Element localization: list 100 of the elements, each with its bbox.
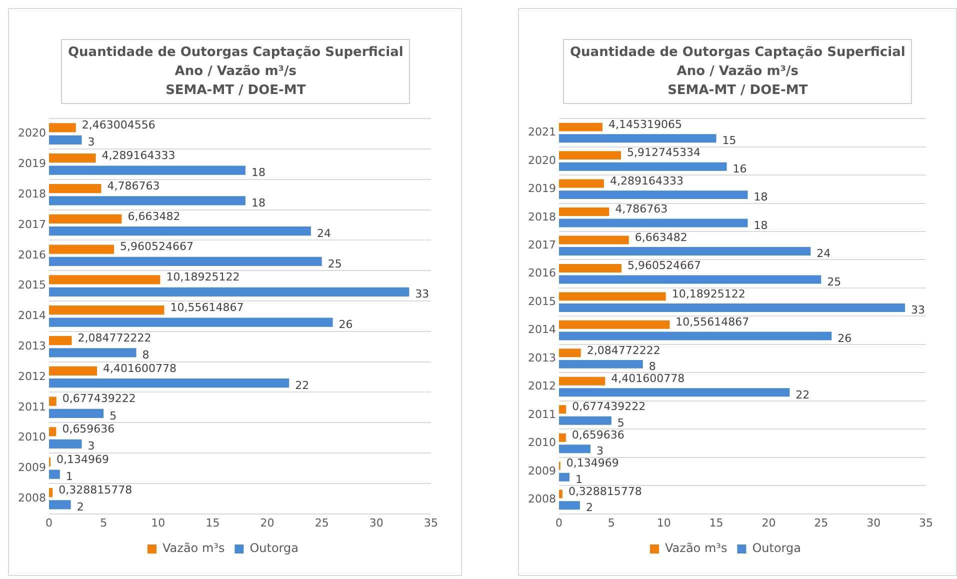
bar — [48, 488, 53, 498]
x-tick-label: 25 — [314, 516, 329, 530]
data-label: 24 — [316, 226, 331, 240]
data-label: 0,328815778 — [58, 483, 132, 496]
data-label: 15 — [722, 134, 736, 148]
y-tick-label: 2010 — [528, 436, 556, 450]
data-label: 10,55614867 — [170, 300, 244, 314]
legend-label: Vazão m³s — [162, 541, 225, 556]
x-tick-label: 35 — [919, 516, 933, 530]
data-label: 18 — [251, 166, 266, 180]
bar — [558, 444, 590, 454]
y-tick-label: 2012 — [18, 370, 46, 383]
legend-label: Outorga — [250, 541, 298, 556]
bar — [558, 179, 604, 188]
data-label: 4,145319065 — [608, 118, 682, 131]
data-label: 4,401600778 — [611, 372, 685, 385]
bar — [48, 244, 114, 254]
bar — [558, 416, 612, 425]
bar — [48, 184, 102, 194]
bar — [48, 348, 136, 358]
x-tick-label: 15 — [206, 516, 220, 530]
data-label: 0,134969 — [56, 452, 109, 466]
y-tick-label: 2009 — [528, 464, 556, 478]
bar — [48, 318, 333, 327]
x-tick-label: 30 — [369, 516, 384, 530]
bar — [48, 256, 322, 266]
data-label: 26 — [838, 332, 852, 345]
bar — [558, 490, 562, 498]
bar — [48, 306, 164, 315]
y-tick-label: 2020 — [528, 154, 556, 167]
bar — [48, 427, 56, 436]
legend-label: Vazão m³s — [665, 541, 728, 556]
data-label: 0,659636 — [62, 422, 115, 436]
x-tick-label: 0 — [45, 516, 52, 530]
y-tick-label: 2021 — [528, 126, 556, 139]
y-tick-label: 2018 — [18, 187, 46, 200]
x-tick-label: 5 — [100, 516, 108, 530]
bar — [558, 332, 832, 340]
x-tick-label: 35 — [424, 516, 438, 530]
data-label: 4,401600778 — [103, 362, 177, 375]
data-label: 5 — [617, 416, 624, 430]
data-label: 3 — [596, 444, 604, 458]
bar — [558, 472, 570, 482]
data-label: 18 — [754, 218, 768, 232]
bar — [48, 336, 72, 346]
data-label: 3 — [88, 136, 95, 149]
data-label: 25 — [328, 257, 342, 270]
y-tick-label: 2019 — [528, 182, 556, 196]
bar — [48, 123, 76, 132]
data-label: 6,663482 — [634, 230, 688, 244]
y-tick-label: 2016 — [528, 266, 556, 280]
bar — [48, 366, 98, 376]
bar — [558, 247, 811, 256]
data-label: 1 — [575, 472, 582, 486]
data-label: 0,677439222 — [62, 392, 136, 406]
bar — [48, 500, 71, 510]
x-tick-label: 15 — [709, 516, 724, 530]
data-label: 5,912745334 — [626, 146, 700, 160]
bar — [558, 320, 670, 329]
bar — [48, 275, 160, 284]
y-tick-label: 2009 — [18, 461, 46, 474]
data-label: 18 — [251, 196, 266, 210]
y-tick-label: 2017 — [18, 218, 46, 231]
data-label: 4,786763 — [107, 179, 160, 192]
data-label: 4,289164333 — [102, 148, 176, 162]
data-label: 5,960524667 — [627, 259, 701, 272]
bar — [48, 396, 56, 406]
bar — [558, 236, 629, 244]
data-label: 8 — [648, 360, 656, 374]
bar — [558, 303, 906, 312]
bar — [558, 433, 566, 442]
data-label: 4,289164333 — [610, 174, 684, 188]
data-label: 10,18925122 — [166, 270, 240, 284]
bar — [558, 292, 666, 301]
chart-title: Quantidade de Outorgas Captação Superficial Ano / Vazão m³/s SEMA-MT / DOE-MT — [563, 39, 912, 104]
bar — [48, 166, 246, 175]
y-tick-label: 2012 — [528, 380, 556, 393]
bar — [558, 208, 610, 216]
bar — [558, 162, 727, 171]
x-tick-label: 0 — [555, 516, 562, 530]
y-tick-label: 2018 — [528, 210, 556, 224]
y-tick-label: 2017 — [528, 238, 556, 252]
x-tick-label: 5 — [608, 516, 615, 530]
y-tick-label: 2020 — [18, 126, 46, 140]
bar — [48, 408, 104, 418]
bar — [48, 135, 82, 144]
bar — [558, 122, 602, 132]
bar — [558, 388, 790, 397]
y-tick-label: 2019 — [18, 157, 46, 170]
bar — [48, 196, 246, 206]
x-tick-label: 20 — [762, 516, 776, 530]
data-label: 2 — [76, 500, 84, 514]
x-tick-label: 20 — [260, 516, 274, 530]
y-tick-label: 2008 — [18, 491, 46, 504]
bar — [558, 360, 643, 368]
data-label: 33 — [911, 304, 926, 317]
data-label: 1 — [66, 470, 73, 484]
x-tick-label: 25 — [814, 516, 828, 530]
y-tick-label: 2016 — [18, 248, 46, 262]
data-label: 5,960524667 — [120, 240, 194, 254]
